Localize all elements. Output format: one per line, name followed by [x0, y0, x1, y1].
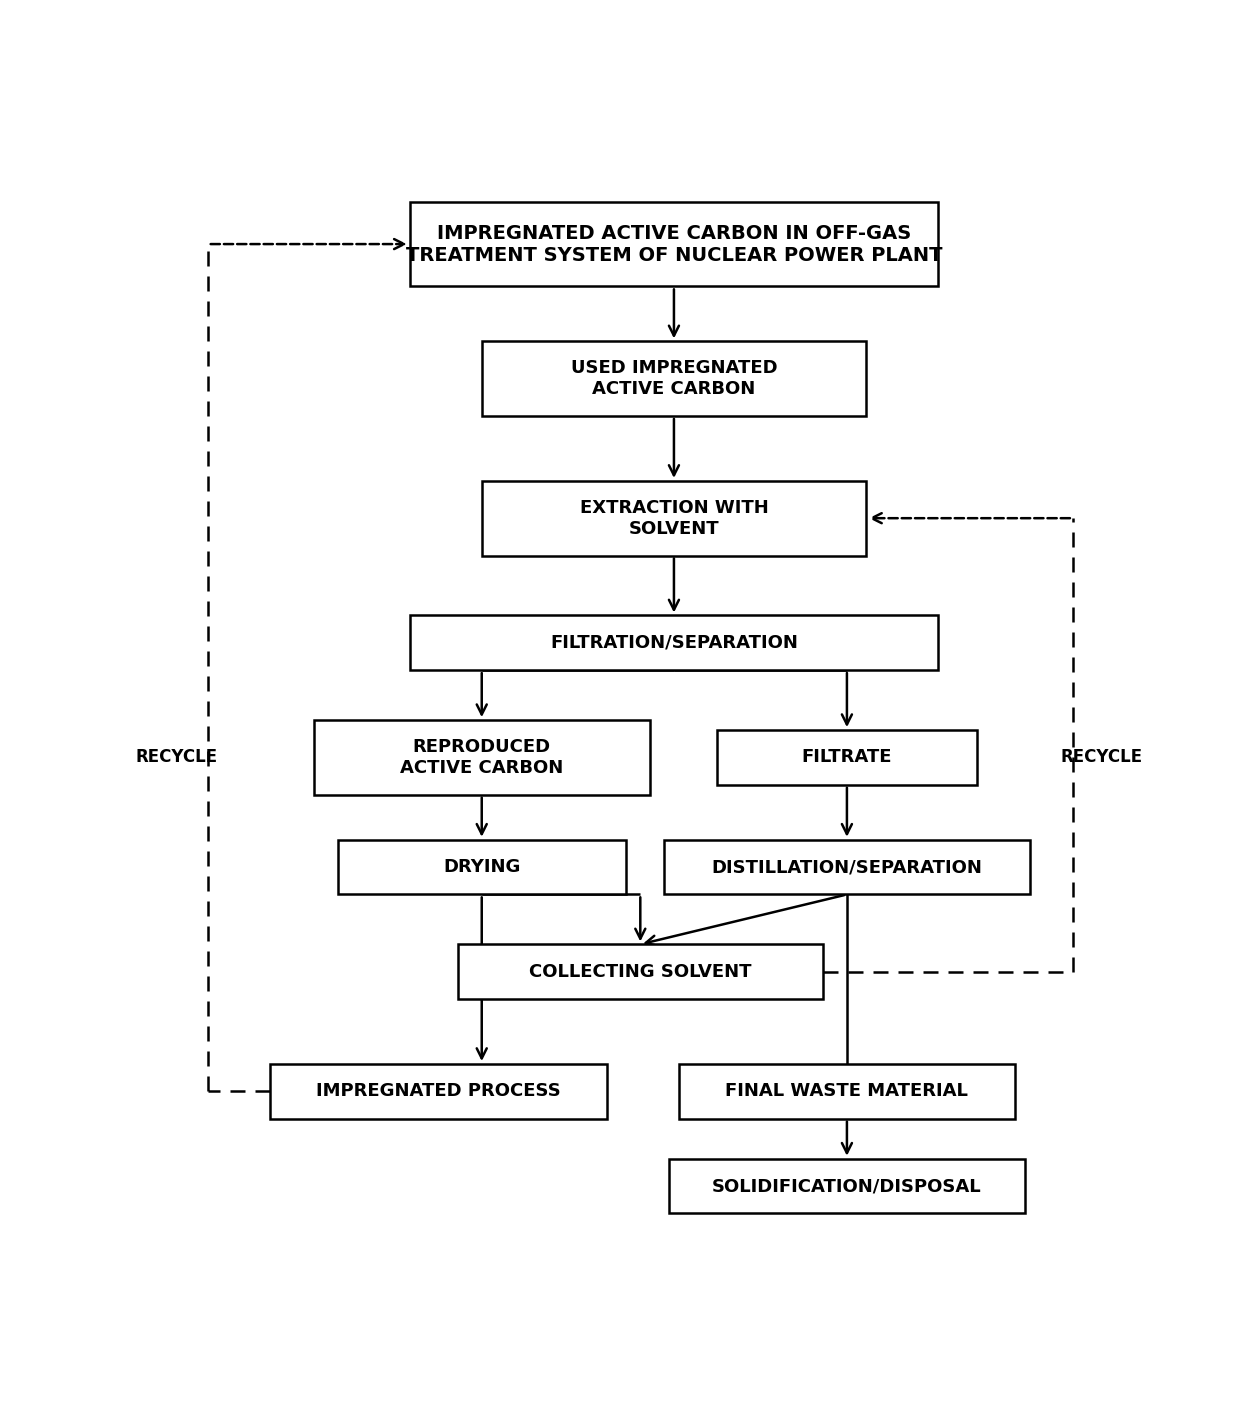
Text: EXTRACTION WITH
SOLVENT: EXTRACTION WITH SOLVENT: [579, 498, 769, 538]
Text: FILTRATE: FILTRATE: [802, 748, 892, 766]
Text: DRYING: DRYING: [443, 858, 521, 876]
FancyBboxPatch shape: [409, 615, 939, 670]
FancyBboxPatch shape: [481, 481, 866, 556]
FancyBboxPatch shape: [314, 720, 650, 794]
FancyBboxPatch shape: [717, 729, 977, 785]
FancyBboxPatch shape: [670, 1158, 1024, 1213]
FancyBboxPatch shape: [337, 840, 626, 895]
Text: IMPREGNATED PROCESS: IMPREGNATED PROCESS: [316, 1082, 560, 1101]
FancyBboxPatch shape: [458, 944, 823, 999]
Text: FILTRATION/SEPARATION: FILTRATION/SEPARATION: [551, 634, 797, 652]
FancyBboxPatch shape: [270, 1064, 606, 1119]
Text: RECYCLE: RECYCLE: [135, 748, 217, 766]
Text: DISTILLATION/SEPARATION: DISTILLATION/SEPARATION: [712, 858, 982, 876]
Text: REPRODUCED
ACTIVE CARBON: REPRODUCED ACTIVE CARBON: [401, 738, 563, 777]
FancyBboxPatch shape: [409, 202, 939, 286]
Text: USED IMPREGNATED
ACTIVE CARBON: USED IMPREGNATED ACTIVE CARBON: [570, 360, 777, 398]
Text: IMPREGNATED ACTIVE CARBON IN OFF-GAS
TREATMENT SYSTEM OF NUCLEAR POWER PLANT: IMPREGNATED ACTIVE CARBON IN OFF-GAS TRE…: [405, 223, 942, 265]
Text: COLLECTING SOLVENT: COLLECTING SOLVENT: [529, 962, 751, 981]
FancyBboxPatch shape: [678, 1064, 1016, 1119]
FancyBboxPatch shape: [481, 341, 866, 416]
Text: FINAL WASTE MATERIAL: FINAL WASTE MATERIAL: [725, 1082, 968, 1101]
Text: SOLIDIFICATION/DISPOSAL: SOLIDIFICATION/DISPOSAL: [712, 1177, 982, 1195]
Text: RECYCLE: RECYCLE: [1060, 748, 1142, 766]
FancyBboxPatch shape: [665, 840, 1029, 895]
